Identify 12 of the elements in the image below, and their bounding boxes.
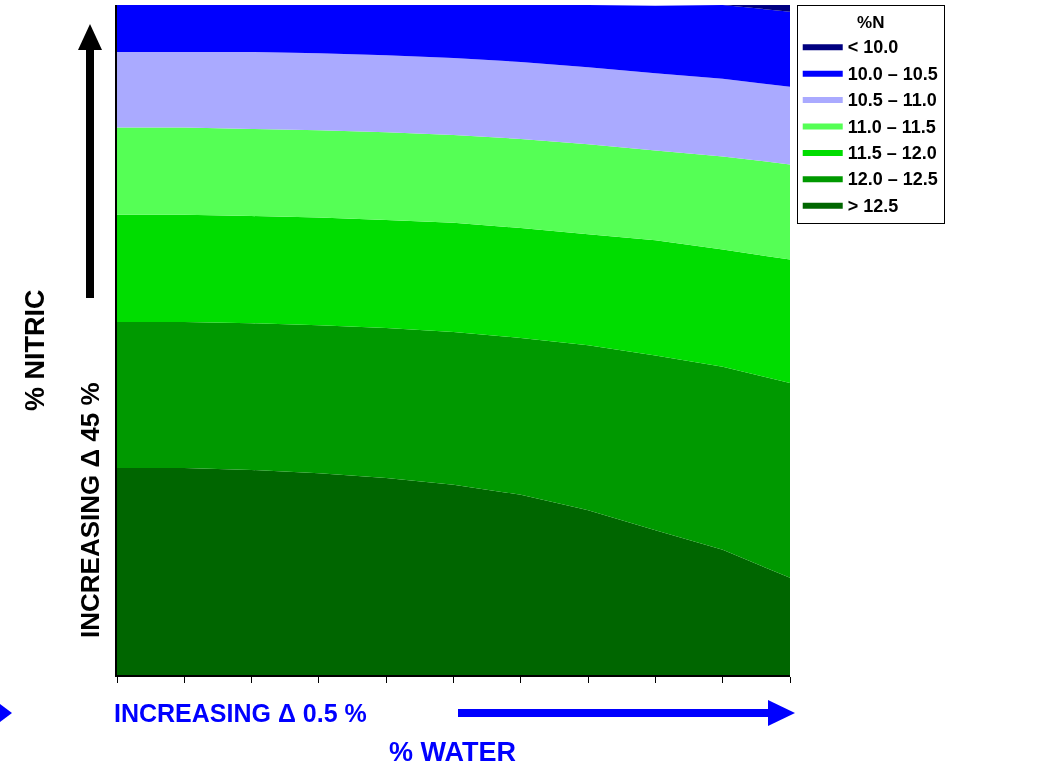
- legend-label: 11.0 – 11.5: [847, 116, 936, 137]
- x-axis-title: % WATER: [389, 737, 516, 767]
- legend-label: 10.0 – 10.5: [847, 63, 938, 84]
- legend-label: 11.5 – 12.0: [847, 142, 937, 163]
- text: INCREASING Δ 0.5 %: [114, 699, 367, 727]
- legend-label: 12.0 – 12.5: [847, 169, 938, 190]
- legend-label: 10.5 – 11.0: [847, 90, 937, 111]
- text: INCREASING Δ 45 %: [75, 382, 105, 638]
- legend-label: > 12.5: [847, 195, 899, 216]
- legend-title: %N: [857, 13, 885, 33]
- legend-label: < 10.0: [847, 37, 899, 58]
- y-axis-title: % NITRIC: [20, 289, 50, 411]
